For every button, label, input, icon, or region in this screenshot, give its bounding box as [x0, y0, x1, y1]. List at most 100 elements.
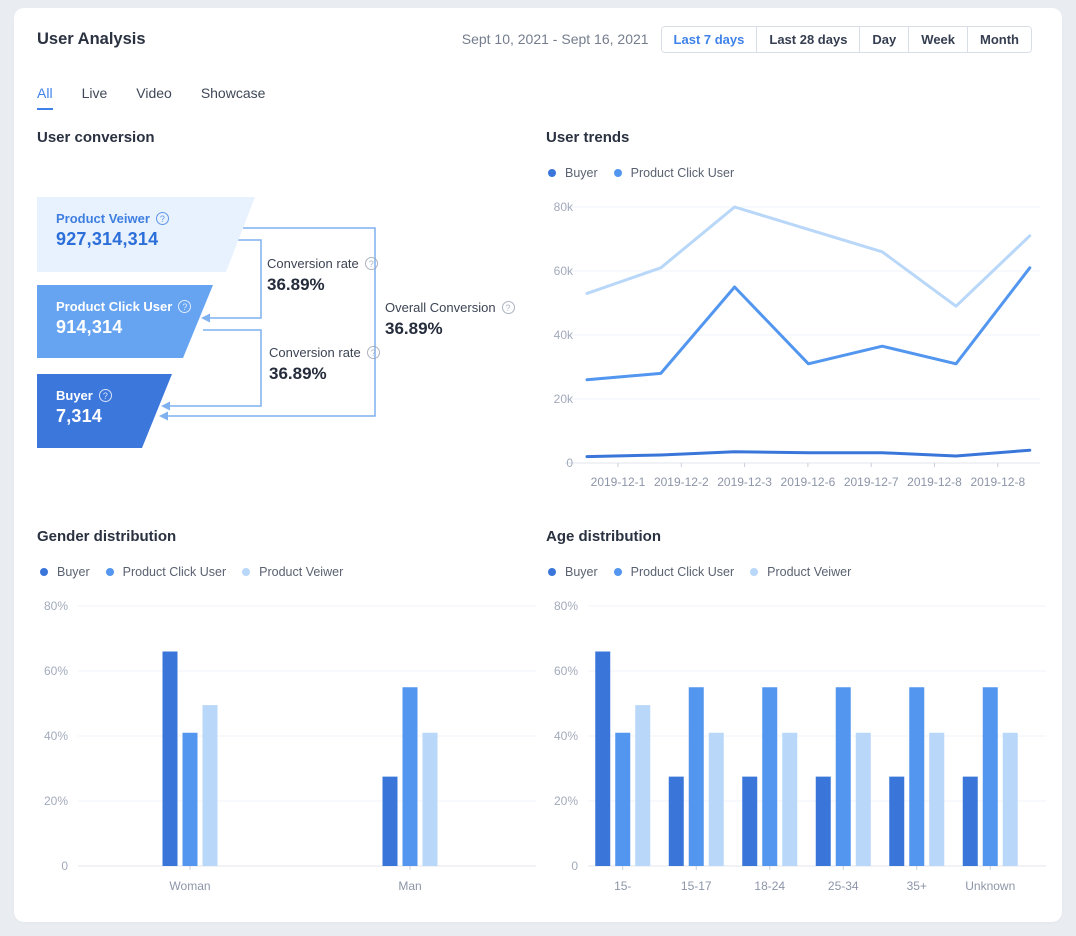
gender-distribution-legend: Buyer Product Click User Product Veiwer	[40, 565, 343, 579]
bar-buyer-18-24	[742, 776, 758, 866]
bar-buyer-unknown	[962, 776, 978, 866]
help-icon[interactable]: ?	[364, 257, 378, 270]
legend-label: Product Veiwer	[259, 565, 344, 579]
legend-label: Product Click User	[122, 565, 227, 579]
legend-item-product-veiwer[interactable]: Product Veiwer	[750, 565, 851, 579]
y-axis-tick-label: 20%	[554, 794, 578, 808]
legend-item-product-click-user[interactable]: Product Click User	[613, 565, 735, 579]
help-icon[interactable]: ?	[99, 389, 112, 402]
bar-product-veiwer-15-	[635, 705, 651, 866]
help-icon[interactable]: ?	[366, 346, 380, 359]
user-trends-chart: 0 20k 40k 60k 80k 2019-12-1 2019-12-2 2019-12-3…	[554, 200, 1040, 489]
range-button-last-28-days[interactable]: Last 28 days	[756, 26, 860, 52]
funnel-stage-value: 914,314	[56, 317, 123, 337]
x-axis-tick-label: 2019-12-3	[717, 475, 772, 489]
legend-item-product-click-user[interactable]: Product Click User	[613, 166, 734, 180]
legend-item-product-click-user[interactable]: Product Click User	[105, 565, 227, 579]
x-axis-tick-label: 15-17	[681, 879, 712, 893]
tab-live[interactable]: Live	[81, 85, 108, 101]
range-button-last-7-days[interactable]: Last 7 days	[661, 26, 757, 52]
gender-distribution-chart: 0 20% 40% 60% 80% Woman Man	[44, 599, 536, 893]
date-range-label: Sept 10, 2021 - Sept 16, 2021	[461, 31, 649, 47]
range-button-month[interactable]: Month	[967, 26, 1031, 52]
legend-label: Product Click User	[630, 565, 735, 579]
section-title-age-distribution: Age distribution	[546, 528, 661, 545]
legend-label: Buyer	[565, 166, 598, 180]
y-axis-tick-label: 40%	[44, 729, 68, 743]
tab-bar: All Live Video Showcase	[37, 85, 265, 110]
legend-dot	[613, 169, 622, 177]
bar-buyer-15-17	[668, 776, 684, 866]
line-series-product-click-user	[585, 266, 1032, 382]
line-series-product-veiwer	[585, 205, 1032, 308]
y-axis-tick-label: 80%	[44, 599, 68, 613]
line-series-buyer	[585, 448, 1032, 459]
legend-item-product-veiwer[interactable]: Product Veiwer	[242, 565, 343, 579]
legend-item-buyer[interactable]: Buyer	[548, 565, 598, 579]
y-axis-tick-label: 40k	[554, 328, 574, 342]
section-title-user-trends: User trends	[546, 129, 630, 146]
y-axis-tick-label: 80%	[554, 599, 578, 613]
page-title: User Analysis	[37, 29, 146, 48]
conversion-rate-label-text: Conversion rate	[267, 256, 359, 271]
section-title-gender-distribution: Gender distribution	[37, 528, 177, 545]
conversion-rate-label: Conversion rate ?	[267, 256, 378, 271]
legend-item-buyer[interactable]: Buyer	[548, 166, 598, 180]
conversion-rate-label-text: Conversion rate	[269, 345, 361, 360]
bar-buyer-15-	[595, 651, 611, 866]
funnel-stage-label: Product Click User ?	[56, 299, 213, 314]
bar-product-click-user-man	[402, 687, 418, 866]
funnel-stage-value: 7,314	[56, 406, 103, 426]
bar-product-veiwer-18-24	[782, 732, 798, 866]
conversion-rate-value: 36.89%	[267, 275, 325, 294]
help-icon[interactable]: ?	[156, 212, 169, 225]
y-axis-tick-label: 0	[566, 456, 573, 470]
x-axis-tick-label: Unknown	[965, 879, 1015, 893]
tab-video[interactable]: Video	[136, 85, 172, 101]
legend-item-buyer[interactable]: Buyer	[40, 565, 90, 579]
legend-dot	[750, 568, 759, 576]
range-button-week[interactable]: Week	[908, 26, 968, 52]
x-axis-tick-label: 2019-12-1	[591, 475, 646, 489]
funnel-stage-product-viewer: Product Veiwer ? 927,314,314	[37, 197, 255, 272]
y-axis-tick-label: 0	[571, 859, 578, 873]
legend-dot	[548, 568, 556, 576]
legend-dot	[548, 169, 556, 177]
bar-product-veiwer-35-	[929, 732, 945, 866]
bar-product-click-user-35-	[909, 687, 925, 866]
overall-conversion-label-text: Overall Conversion	[385, 300, 496, 315]
y-axis-tick-label: 80k	[554, 200, 574, 214]
overall-conversion-value: 36.89%	[385, 319, 443, 338]
help-icon[interactable]: ?	[178, 300, 191, 313]
x-axis-tick-label: 2019-12-2	[654, 475, 709, 489]
range-button-day[interactable]: Day	[859, 26, 909, 52]
bar-product-click-user-woman	[182, 732, 198, 866]
user-conversion-funnel: Product Veiwer ? 927,314,314 Product Cli…	[37, 197, 539, 463]
x-axis-tick-label: Man	[398, 879, 421, 893]
bar-product-veiwer-25-34	[855, 732, 871, 866]
conversion-rate-block-1: Conversion rate ? 36.89%	[267, 256, 378, 295]
y-axis-tick-label: 20%	[44, 794, 68, 808]
x-axis-tick-label: 2019-12-8	[970, 475, 1025, 489]
bar-product-veiwer-man	[422, 732, 438, 866]
funnel-stage-label-text: Buyer	[56, 388, 93, 403]
tab-showcase[interactable]: Showcase	[200, 85, 266, 101]
section-title-user-conversion: User conversion	[37, 129, 155, 146]
help-icon[interactable]: ?	[501, 301, 515, 314]
tab-all[interactable]: All	[37, 85, 53, 110]
funnel-stage-label-text: Product Click User	[56, 299, 173, 314]
conversion-rate-block-2: Conversion rate ? 36.89%	[269, 345, 380, 384]
x-axis-tick-label: Woman	[169, 879, 210, 893]
age-distribution-legend: Buyer Product Click User Product Veiwer	[548, 565, 851, 579]
y-axis-tick-label: 20k	[554, 392, 574, 406]
legend-dot	[40, 568, 48, 576]
y-axis-tick-label: 0	[61, 859, 68, 873]
bar-product-click-user-15-	[615, 732, 631, 866]
conversion-rate-value: 36.89%	[269, 364, 327, 383]
y-axis-tick-label: 60%	[554, 664, 578, 678]
bar-product-click-user-18-24	[762, 687, 778, 866]
conversion-rate-label: Conversion rate ?	[269, 345, 380, 360]
bar-buyer-35-	[889, 776, 905, 866]
funnel-stage-buyer: Buyer ? 7,314	[37, 374, 172, 448]
funnel-stage-value: 927,314,314	[56, 229, 159, 249]
